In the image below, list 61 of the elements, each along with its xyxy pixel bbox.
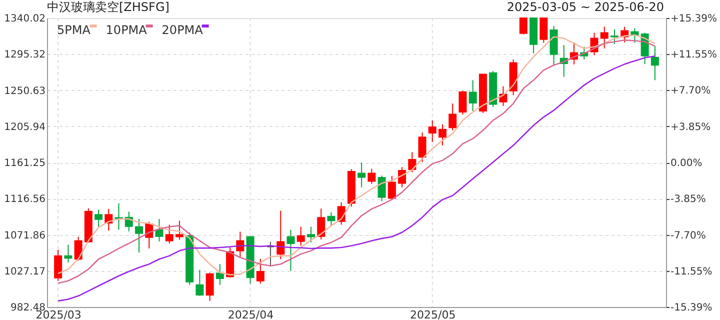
candlestick [135, 218, 143, 254]
candlestick [266, 241, 275, 266]
candlestick [114, 202, 123, 230]
candlestick [448, 103, 457, 131]
candlestick [610, 28, 618, 45]
candlestick [206, 272, 214, 302]
y2-tick-label: +3.85% [670, 122, 711, 133]
candlestick [458, 90, 467, 116]
candlestick [256, 258, 264, 284]
candlestick [358, 162, 366, 188]
candlestick [540, 18, 548, 44]
candlestick [236, 231, 244, 258]
y2-tick-label: -11.55% [670, 266, 712, 278]
legend-label: 10PMA [106, 23, 148, 37]
candlestick [54, 249, 62, 282]
y2-tick-label: +15.39% [670, 14, 718, 24]
y2-tick-label: -15.39% [670, 302, 712, 314]
x-tick-label: 2025/04 [228, 308, 274, 320]
candlestick [408, 152, 416, 173]
candlestick [428, 120, 436, 143]
chart-title: 中汉玻璃卖空[ZHSFG] [47, 0, 170, 14]
candlestick [196, 269, 204, 296]
candlestick [519, 18, 528, 35]
y-tick-label: 1295.32 [4, 50, 46, 61]
candlestick [165, 224, 174, 244]
y-tick-label: 1250.63 [4, 86, 46, 97]
candlestick [104, 208, 113, 232]
chart-subtitle: 2025-03-05 ~ 2025-06-20 [506, 0, 664, 14]
candlestick [438, 124, 446, 146]
y2-tick-label: -7.70% [670, 230, 706, 242]
y2-tick-label: 0.00% [670, 158, 702, 169]
candlestick [317, 208, 326, 240]
y-tick-label: 1116.56 [4, 194, 46, 206]
y2-tick-label: +11.55% [670, 50, 718, 61]
y-tick-label: 1205.94 [4, 122, 46, 133]
legend-label: 20PMA [162, 23, 204, 37]
y2-tick-label: +7.70% [670, 86, 711, 97]
y2-tick-label: -3.85% [670, 194, 706, 206]
candlestick [418, 132, 426, 163]
candlestick [600, 26, 608, 49]
candlestick [94, 209, 103, 228]
candlestick [306, 226, 315, 243]
y-tick-label: 1027.17 [4, 266, 46, 278]
candlestick [296, 226, 305, 246]
legend-label: 5PMA [57, 23, 92, 37]
candlestick [175, 220, 184, 240]
candlestick [327, 212, 336, 226]
candlestick [368, 168, 376, 184]
candlestick [650, 46, 659, 81]
candlestick [216, 264, 224, 286]
candlestick [468, 80, 477, 112]
candlestick [64, 244, 72, 264]
y-tick-label: 1161.25 [4, 158, 46, 169]
candlestick [155, 218, 164, 242]
candlestick [286, 229, 295, 272]
candlestick [378, 175, 386, 202]
y-tick-label: 1340.02 [4, 14, 46, 24]
x-tick-label: 2025/05 [410, 308, 456, 320]
candlestick [74, 236, 82, 262]
candlestick [388, 175, 396, 199]
y-tick-label: 1071.86 [4, 230, 46, 242]
